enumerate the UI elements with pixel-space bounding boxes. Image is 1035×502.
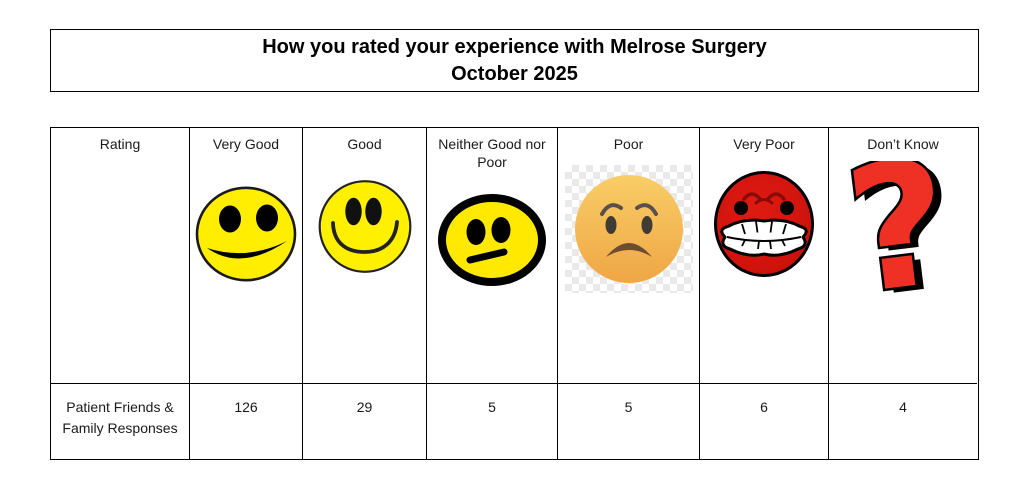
- column-very-poor: Very Poor: [700, 128, 829, 384]
- column-neither: Neither Good nor Poor: [427, 128, 558, 384]
- responses-value: 6: [760, 399, 768, 415]
- neutral-face-icon: [437, 193, 547, 292]
- ratings-table: Rating Very Good Good: [50, 119, 979, 460]
- responses-value: 4: [899, 399, 907, 415]
- good-label: Good: [347, 136, 382, 152]
- poor-label: Poor: [613, 136, 644, 152]
- neither-label: Neither Good nor Poor: [438, 136, 546, 170]
- responses-value: 5: [624, 399, 633, 415]
- column-dont-know: Don’t Know ? ?: [829, 119, 977, 384]
- responses-cell-poor: 5: [558, 384, 700, 459]
- responses-cell-good: 29: [303, 384, 427, 459]
- column-very-good: Very Good: [190, 128, 303, 384]
- responses-value: 126: [234, 399, 258, 415]
- responses-cell-dont-know: 4: [829, 384, 977, 459]
- worried-face-icon: [564, 165, 693, 293]
- rating-header-cell: Rating: [51, 128, 190, 384]
- responses-cell-very-poor: 6: [700, 384, 829, 459]
- page-title: How you rated your experience with Melro…: [262, 35, 767, 58]
- very-good-smiley-icon: [195, 186, 297, 287]
- very-poor-label: Very Poor: [733, 136, 795, 152]
- title-box: How you rated your experience with Melro…: [50, 29, 979, 92]
- page-subtitle: October 2025: [451, 62, 578, 85]
- column-poor: Poor: [558, 128, 700, 384]
- responses-cell-very-good: 126: [190, 384, 303, 459]
- dont-know-label: Don’t Know: [867, 136, 939, 152]
- responses-cell-neither: 5: [427, 384, 558, 459]
- very-good-label: Very Good: [212, 136, 280, 152]
- good-smiley-icon: [317, 179, 412, 279]
- responses-value: 29: [356, 399, 373, 415]
- responses-row-label: Patient Friends & Family Responses: [62, 399, 178, 436]
- svg-text:?: ?: [841, 161, 960, 301]
- angry-face-icon: [712, 169, 816, 284]
- rating-header-label: Rating: [99, 136, 141, 152]
- responses-value: 5: [488, 399, 496, 415]
- column-good: Good: [303, 128, 427, 384]
- question-mark-icon: ? ?: [834, 119, 969, 337]
- responses-row-header-cell: Patient Friends & Family Responses: [51, 384, 190, 459]
